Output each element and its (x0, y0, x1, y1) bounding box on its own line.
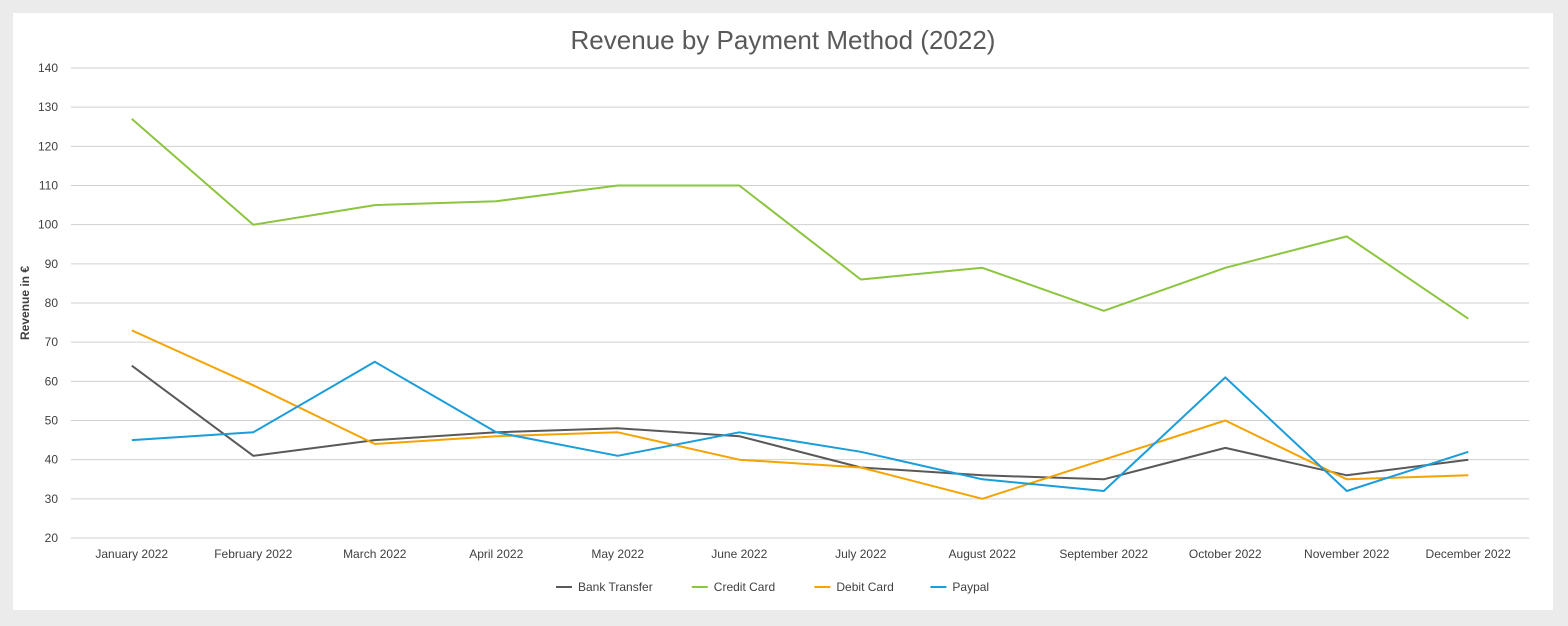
x-tick-label: December 2022 (1426, 547, 1512, 561)
y-tick-label: 70 (45, 335, 59, 349)
y-tick-label: 30 (45, 492, 59, 506)
y-axis-ticks: 20 30 40 50 60 70 80 90 100 110 120 130 140 (38, 61, 58, 545)
legend-label: Paypal (952, 580, 989, 594)
x-tick-label: May 2022 (591, 547, 644, 561)
x-tick-label: November 2022 (1304, 547, 1390, 561)
y-tick-label: 80 (45, 296, 59, 310)
y-tick-label: 40 (45, 453, 59, 467)
y-tick-label: 140 (38, 61, 58, 75)
y-axis-label: Revenue in € (18, 266, 32, 340)
x-tick-label: March 2022 (343, 547, 407, 561)
x-tick-label: October 2022 (1189, 547, 1262, 561)
series-line-credit-card (131, 118, 1469, 320)
series-line-debit-card (131, 329, 1469, 500)
x-tick-label: February 2022 (214, 547, 292, 561)
legend-label: Debit Card (836, 580, 893, 594)
y-tick-label: 130 (38, 100, 58, 114)
y-tick-label: 50 (45, 414, 59, 428)
y-tick-label: 90 (45, 257, 59, 271)
y-tick-label: 60 (45, 374, 59, 388)
y-tick-label: 100 (38, 218, 58, 232)
chart-title: Revenue by Payment Method (2022) (570, 25, 996, 55)
y-tick-label: 120 (38, 139, 58, 153)
series-line-bank-transfer (131, 364, 1469, 481)
series-lines (131, 118, 1469, 500)
series-line-paypal (131, 360, 1469, 492)
y-tick-label: 110 (39, 179, 58, 193)
legend-item-paypal: Paypal (930, 580, 989, 594)
x-tick-label: January 2022 (95, 547, 168, 561)
x-tick-label: July 2022 (835, 547, 887, 561)
legend-label: Bank Transfer (578, 580, 653, 594)
legend-item-credit-card: Credit Card (691, 580, 775, 594)
legend-item-debit-card: Debit Card (814, 580, 894, 594)
legend-item-bank-transfer: Bank Transfer (556, 580, 653, 594)
line-chart: 20 30 40 50 60 70 80 90 100 110 120 130 140 January … (18, 61, 1529, 594)
legend-label: Credit Card (714, 580, 775, 594)
chart-card: Revenue by Payment Method (2022) 20 30 40 5… (13, 13, 1553, 610)
legend: Bank Transfer Credit Card Debit Card Paypal (556, 580, 989, 594)
x-axis-ticks: January 2022 February 2022 March 2022 April… (95, 547, 1511, 561)
x-tick-label: April 2022 (469, 547, 523, 561)
y-tick-label: 20 (45, 531, 59, 545)
gridlines (71, 67, 1529, 539)
x-tick-label: June 2022 (711, 547, 767, 561)
x-tick-label: August 2022 (949, 547, 1017, 561)
x-tick-label: September 2022 (1059, 547, 1148, 561)
